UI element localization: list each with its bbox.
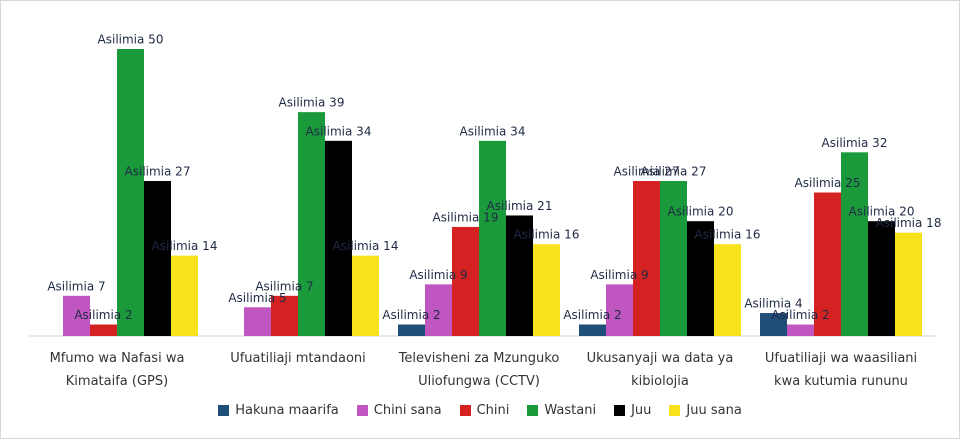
data-label: Asilimia 5: [228, 291, 286, 305]
data-label: Asilimia 27: [614, 165, 680, 179]
category-label: Mfumo wa Nafasi wa Kimataifa (GPS): [49, 351, 185, 389]
bar: [506, 215, 533, 336]
bar: [325, 140, 352, 336]
bar: [714, 244, 741, 336]
legend-label: Chini sana: [373, 403, 442, 418]
legend-item: Juu: [614, 403, 651, 418]
legend-swatch: [356, 405, 368, 416]
data-label: Asilimia 34: [460, 124, 526, 138]
category-label: Ufuatiliaji mtandaoni: [230, 351, 366, 366]
legend-swatch: [218, 405, 230, 416]
legend: Hakuna maarifa Chini sana Chini Wastani Juu J…: [1, 403, 959, 418]
legend-swatch: [669, 405, 681, 416]
category-label: Ufuatiliaji wa waasiliani kwa kutumia ru…: [764, 351, 918, 389]
data-label: Asilimia 14: [152, 239, 218, 253]
bar: [868, 221, 895, 336]
legend-label: Juu: [631, 403, 652, 418]
data-label: Asilimia 25: [795, 176, 861, 190]
bar: [90, 324, 117, 336]
legend-label: Hakuna maarifa: [235, 403, 339, 418]
bar: [144, 181, 171, 336]
bar: [841, 152, 868, 336]
bar: [895, 232, 922, 336]
data-label: Asilimia 21: [487, 199, 553, 213]
bar: [352, 255, 379, 336]
bar: [687, 221, 714, 336]
data-label: Asilimia 2: [382, 308, 440, 322]
data-label: Asilimia 32: [822, 136, 888, 150]
legend-swatch: [614, 405, 626, 416]
bar: [533, 244, 560, 336]
data-label: Asilimia 9: [409, 268, 467, 282]
data-label: Asilimia 14: [333, 239, 399, 253]
bar: [298, 112, 325, 336]
bar: [244, 307, 271, 336]
legend-swatch: [527, 405, 539, 416]
bar: [787, 324, 814, 336]
data-label: Asilimia 27: [125, 165, 191, 179]
bar: [117, 49, 144, 336]
legend-item: Hakuna maarifa: [218, 403, 339, 418]
data-label: Asilimia 7: [255, 279, 313, 293]
bar: [425, 284, 452, 336]
bar: [814, 192, 841, 336]
bar: [452, 226, 479, 336]
data-label: Asilimia 50: [98, 33, 164, 47]
data-label: Asilimia 16: [514, 228, 580, 242]
data-label: Asilimia 18: [876, 216, 942, 230]
bar: [633, 181, 660, 336]
bar: [660, 181, 687, 336]
data-label: Asilimia 2: [74, 308, 132, 322]
bar: [760, 313, 787, 336]
data-label: Asilimia 27: [641, 165, 707, 179]
legend-item: Juu sana: [669, 403, 742, 418]
bar: [63, 295, 90, 336]
data-label: Asilimia 2: [563, 308, 621, 322]
legend-label: Chini: [476, 403, 510, 418]
legend-item: Chini: [459, 403, 510, 418]
data-label: Asilimia 20: [668, 205, 734, 219]
category-label: Televisheni za Mzunguko Uliofungwa (CCTV…: [398, 351, 560, 389]
bar: [606, 284, 633, 336]
data-label: Asilimia 20: [849, 205, 915, 219]
data-label: Asilimia 34: [306, 124, 372, 138]
bar: [271, 295, 298, 336]
legend-item: Wastani: [527, 403, 596, 418]
legend-label: Wastani: [544, 403, 597, 418]
data-label: Asilimia 9: [590, 268, 648, 282]
bar: [479, 140, 506, 336]
legend-swatch: [459, 405, 471, 416]
legend-item: Chini sana: [356, 403, 442, 418]
data-label: Asilimia 2: [771, 308, 829, 322]
bar: [579, 324, 606, 336]
data-label: Asilimia 19: [433, 210, 499, 224]
data-label: Asilimia 4: [744, 297, 802, 311]
bar: [171, 255, 198, 336]
data-label: Asilimia 7: [47, 279, 105, 293]
category-label: Ukusanyaji wa data ya kibiolojia: [586, 351, 734, 389]
data-label: Asilimia 39: [279, 96, 345, 110]
data-label: Asilimia 16: [695, 228, 761, 242]
legend-label: Juu sana: [686, 403, 742, 418]
bar: [398, 324, 425, 336]
